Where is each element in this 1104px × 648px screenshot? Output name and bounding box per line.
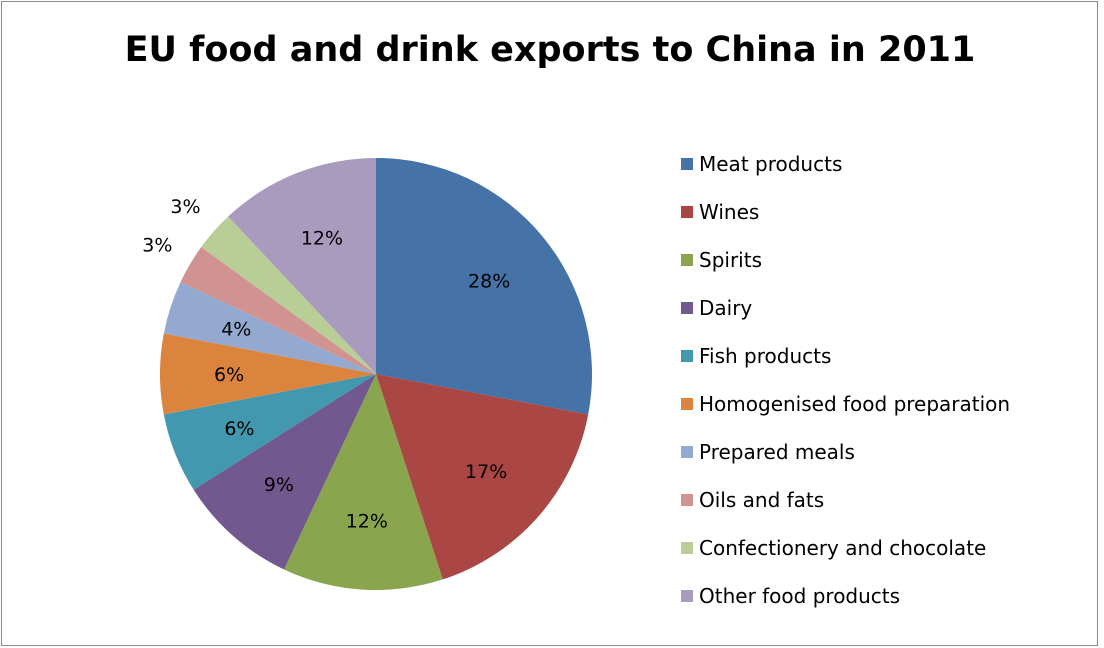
legend-item: Other food products	[681, 572, 1010, 620]
data-label: 28%	[468, 270, 510, 292]
legend-item: Homogenised food preparation	[681, 380, 1010, 428]
pie-slice-dairy	[193, 374, 376, 570]
data-label: 3%	[142, 235, 172, 257]
pie-slice-confectionery-and-chocolate	[201, 216, 376, 374]
legend-swatch	[681, 302, 693, 314]
legend-label: Other food products	[699, 584, 901, 608]
legend-item: Oils and fats	[681, 476, 1010, 524]
legend-label: Prepared meals	[699, 440, 855, 464]
legend-item: Meat products	[681, 140, 1010, 188]
legend-label: Fish products	[699, 344, 832, 368]
legend-swatch	[681, 398, 693, 410]
data-label: 12%	[301, 227, 343, 249]
data-label: 3%	[170, 196, 200, 218]
legend-swatch	[681, 494, 693, 506]
legend-label: Homogenised food preparation	[699, 392, 1011, 416]
pie-slice-prepared-meals	[163, 282, 376, 374]
legend-item: Wines	[681, 188, 1010, 236]
chart-title: EU food and drink exports to China in 20…	[124, 30, 976, 70]
legend-label: Meat products	[699, 152, 843, 176]
legend-swatch	[681, 254, 693, 266]
legend-swatch	[681, 446, 693, 458]
legend-label: Oils and fats	[699, 488, 825, 512]
legend-swatch	[681, 206, 693, 218]
legend-swatch	[681, 350, 693, 362]
data-label: 4%	[221, 319, 251, 341]
pie-slice-wines	[376, 374, 589, 580]
data-label: 6%	[214, 364, 244, 386]
legend-label: Confectionery and chocolate	[699, 536, 987, 560]
pie-slice-homogenised-food-preparation	[160, 333, 376, 415]
pie-slice-spirits	[284, 374, 443, 590]
data-label: 6%	[224, 418, 254, 440]
chart-legend: Meat products Wines Spirits Dairy Fish produ…	[681, 140, 1010, 620]
data-label: 12%	[346, 511, 388, 533]
pie-slice-fish-products	[163, 374, 376, 490]
legend-swatch	[681, 158, 693, 170]
pie-slice-other-food-products	[228, 158, 376, 374]
legend-item: Fish products	[681, 332, 1010, 380]
legend-label: Dairy	[699, 296, 753, 320]
legend-item: Dairy	[681, 284, 1010, 332]
data-label: 17%	[465, 461, 507, 483]
legend-item: Prepared meals	[681, 428, 1010, 476]
legend-label: Spirits	[699, 248, 762, 272]
legend-item: Confectionery and chocolate	[681, 524, 1010, 572]
pie-slice-oils-and-fats	[180, 247, 376, 374]
data-label: 9%	[264, 474, 294, 496]
pie-slice-meat-products	[376, 158, 593, 415]
legend-swatch	[681, 590, 693, 602]
legend-item: Spirits	[681, 236, 1010, 284]
legend-label: Wines	[699, 200, 760, 224]
legend-swatch	[681, 542, 693, 554]
